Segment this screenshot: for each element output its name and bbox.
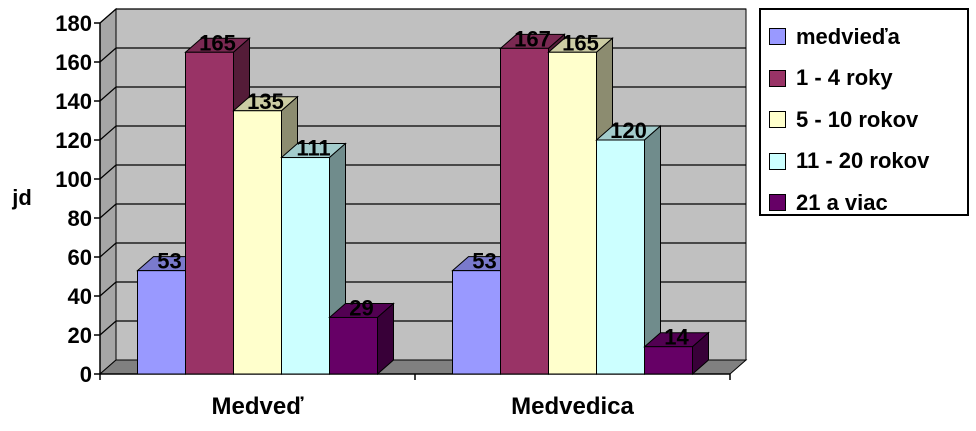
data-label: 111: [296, 136, 330, 161]
y-tick-label: 140: [55, 89, 92, 114]
legend-label: medvieďa: [796, 23, 900, 49]
legend-item: 11 - 20 rokov: [761, 141, 967, 183]
data-label: 29: [349, 295, 373, 320]
y-tick-label: 160: [55, 50, 92, 75]
bar: [643, 331, 710, 376]
data-label: 53: [472, 249, 496, 274]
data-labels: 53 165 135 111 29 53 167 165 120 14: [157, 26, 689, 349]
data-label: 167: [514, 26, 551, 51]
gridline: [99, 8, 746, 24]
category-label: Medveď: [212, 393, 305, 420]
legend-swatch: [769, 152, 786, 170]
y-tick-label: 0: [80, 362, 92, 387]
data-label: 165: [199, 30, 236, 55]
category-labels: Medveď Medvedica: [212, 393, 635, 420]
y-tick-label: 20: [68, 323, 92, 348]
legend-swatch: [769, 69, 786, 87]
bars: [136, 33, 710, 376]
bar-front-face: [452, 270, 501, 375]
bar: [595, 124, 662, 376]
y-tick-label: 60: [68, 245, 92, 270]
bar-front-face: [500, 47, 549, 375]
y-tick-label: 120: [55, 128, 92, 153]
y-tick-label: 180: [55, 11, 92, 36]
legend-swatch: [769, 194, 786, 212]
legend-swatch: [769, 111, 786, 129]
category-label: Medvedica: [511, 393, 634, 420]
legend-label: 1 - 4 roky: [796, 65, 893, 91]
legend-item: 21 a viac: [761, 182, 967, 224]
legend-label: 21 a viac: [796, 189, 888, 215]
y-tick-label: 80: [68, 206, 92, 231]
y-tick-label: 40: [68, 284, 92, 309]
side-wall: [99, 7, 117, 376]
bar-front-face: [329, 316, 378, 375]
bar-front-face: [233, 110, 282, 375]
data-label: 165: [562, 30, 599, 55]
data-label: 53: [157, 249, 181, 274]
bar-front-face: [137, 270, 186, 375]
bar-front-face: [596, 139, 645, 375]
bar-front-face: [281, 157, 330, 375]
legend-label: 5 - 10 rokov: [796, 106, 919, 132]
value-axis: 0 20 40 60 80 100 120 140 160 180: [55, 11, 731, 387]
data-label: 135: [247, 89, 284, 114]
data-label: 120: [610, 118, 647, 143]
legend: medvieďa 1 - 4 roky 5 - 10 rokov 11 - 20 ro…: [759, 8, 969, 216]
legend-item: 5 - 10 rokov: [761, 99, 967, 141]
y-axis-label: jd: [11, 185, 32, 210]
legend-swatch: [769, 28, 786, 46]
bar: [328, 302, 395, 376]
data-label: 14: [664, 325, 689, 350]
y-tick-label: 100: [55, 167, 92, 192]
legend-item: 1 - 4 roky: [761, 58, 967, 100]
legend-label: 11 - 20 rokov: [796, 148, 930, 174]
legend-item: medvieďa: [761, 16, 967, 58]
bar-front-face: [548, 51, 597, 375]
bar-front-face: [644, 346, 693, 375]
bar-front-face: [185, 51, 234, 375]
